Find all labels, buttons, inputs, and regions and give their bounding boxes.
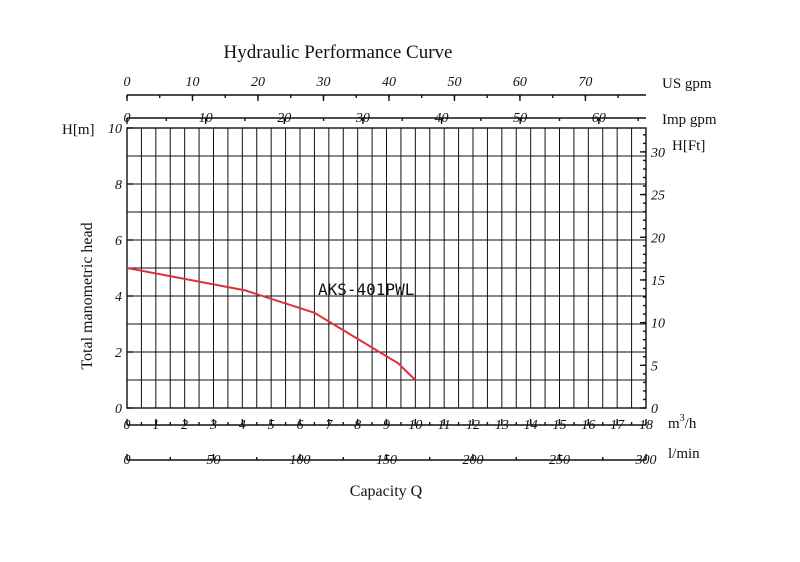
left-axis-tick-label: 10	[108, 122, 122, 137]
grid	[126, 127, 647, 409]
right-axis-tick-label: 10	[651, 317, 665, 332]
us-gpm-unit: US gpm	[662, 76, 712, 92]
imp-gpm-tick-label: 60	[592, 111, 606, 126]
lmin-tick-label: 150	[376, 453, 397, 468]
lmin-tick-label: 250	[549, 453, 570, 468]
lmin-tick-label: 0	[124, 453, 131, 468]
m3h-tick-label: 8	[354, 418, 361, 433]
imp-gpm-unit: Imp gpm	[662, 112, 717, 128]
left-axis-tick-label: 8	[115, 178, 122, 193]
right-axis-tick-label: 20	[651, 231, 665, 246]
m3h-tick-label: 2	[181, 418, 188, 433]
axes	[126, 94, 647, 461]
us-gpm-tick-label: 70	[578, 75, 592, 90]
x-axis-title: Capacity Q	[350, 483, 423, 500]
m3h-tick-label: 4	[239, 418, 246, 433]
left-axis-tick-label: 6	[115, 234, 122, 249]
m3h-tick-label: 13	[495, 418, 509, 433]
imp-gpm-tick-label: 30	[355, 111, 370, 126]
us-gpm-tick-label: 60	[513, 75, 527, 90]
m3h-tick-label: 1	[152, 418, 159, 433]
right-axis-tick-label: 15	[651, 274, 665, 289]
lmin-tick-label: 300	[635, 453, 657, 468]
us-gpm-tick-label: 20	[251, 75, 265, 90]
m3h-tick-label: 6	[297, 418, 304, 433]
m3h-tick-label: 17	[610, 418, 625, 433]
y-axis-title: Total manometric head	[79, 222, 96, 369]
m3h-tick-label: 10	[408, 418, 422, 433]
us-gpm-tick-label: 30	[315, 75, 330, 90]
m3h-tick-label: 7	[325, 418, 333, 433]
imp-gpm-tick-label: 20	[277, 111, 291, 126]
left-axis-tick-label: 2	[115, 346, 122, 361]
left-axis-tick-label: 4	[115, 290, 122, 305]
m3h-tick-label: 16	[581, 418, 595, 433]
performance-curve	[126, 267, 416, 381]
us-gpm-tick-label: 0	[124, 75, 131, 90]
imp-gpm-tick-label: 50	[513, 111, 527, 126]
us-gpm-tick-label: 50	[447, 75, 461, 90]
right-axis-tick-label: 30	[650, 146, 665, 161]
series	[126, 267, 416, 381]
m3h-tick-label: 0	[124, 418, 131, 433]
m3h-tick-label: 14	[524, 418, 538, 433]
lmin-tick-label: 50	[207, 453, 221, 468]
m3h-tick-label: 11	[438, 418, 451, 433]
m3h-tick-label: 18	[639, 418, 653, 433]
lmin-tick-label: 100	[290, 453, 311, 468]
imp-gpm-tick-label: 10	[199, 111, 213, 126]
tick-labels: 0 10 20 30 40 50 60 700 10 20 30 40 50 600 1 2 3 4 5 6 7 8 9 10…	[108, 75, 665, 468]
lmin-tick-label: 200	[463, 453, 484, 468]
m3h-tick-label: 9	[383, 418, 390, 433]
m3h-tick-label: 3	[209, 418, 217, 433]
model-annotation: AKS-401PWL	[318, 280, 414, 299]
lmin-unit: l/min	[668, 446, 700, 462]
m3h-unit: m3/h	[668, 413, 697, 432]
right-axis-tick-label: 0	[651, 402, 658, 417]
m3h-tick-label: 5	[268, 418, 275, 433]
us-gpm-tick-label: 40	[382, 75, 396, 90]
chart-title: Hydraulic Performance Curve	[224, 42, 453, 63]
imp-gpm-tick-label: 40	[435, 111, 449, 126]
m3h-tick-label: 12	[466, 418, 480, 433]
imp-gpm-tick-label: 0	[124, 111, 131, 126]
m3h-tick-label: 15	[553, 418, 567, 433]
left-axis-unit: H[m]	[62, 122, 95, 138]
us-gpm-tick-label: 10	[185, 75, 199, 90]
right-axis-tick-label: 5	[651, 359, 658, 374]
right-axis-tick-label: 25	[651, 189, 665, 204]
right-axis-unit: H[Ft]	[672, 138, 705, 154]
left-axis-tick-label: 0	[115, 402, 122, 417]
